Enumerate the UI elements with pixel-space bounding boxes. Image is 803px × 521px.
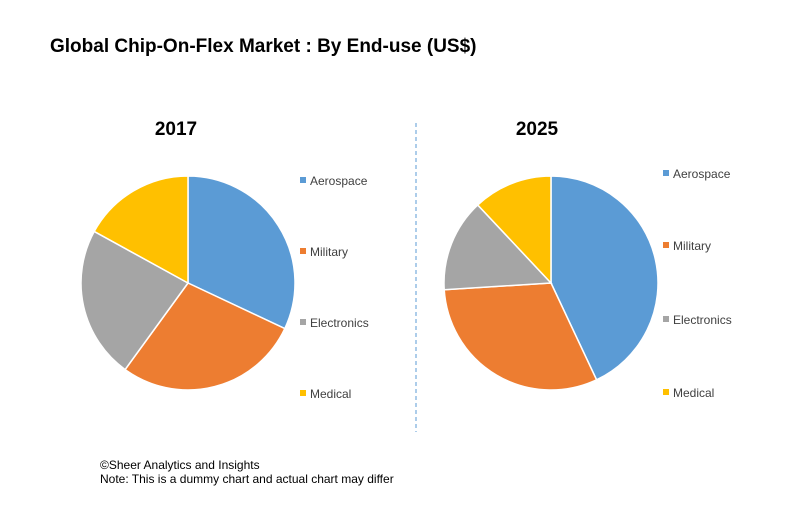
disclaimer-text: Note: This is a dummy chart and actual c…: [100, 472, 394, 486]
pie-title: 2017: [155, 119, 197, 140]
legend-label-electronics: Electronics: [310, 316, 369, 330]
legend-swatch-aerospace: [663, 170, 669, 176]
legend-swatch-electronics: [663, 316, 669, 322]
pie-slice-military: [124, 282, 286, 391]
legend-swatch-electronics: [300, 319, 306, 325]
pie-chart-2025: 2025 Aerospace Military Electronics Medical: [443, 119, 732, 400]
legend-label-military: Military: [673, 239, 711, 253]
legend-label-medical: Medical: [673, 386, 714, 400]
legend-swatch-medical: [300, 390, 306, 396]
pie-title: 2025: [516, 119, 559, 140]
copyright-text: ©Sheer Analytics and Insights: [100, 458, 260, 472]
legend-label-aerospace: Aerospace: [310, 174, 368, 188]
pie-slice-medical: [93, 175, 189, 285]
legend-label-electronics: Electronics: [673, 313, 732, 327]
footer: ©Sheer Analytics and Insights Note: This…: [100, 458, 394, 486]
pie-slice-electronics: [80, 230, 190, 371]
pie-slice-aerospace: [550, 175, 659, 381]
legend-swatch-military: [663, 242, 669, 248]
pie-slice-medical: [476, 175, 552, 285]
legend-label-aerospace: Aerospace: [673, 167, 731, 181]
pie-slice-electronics: [443, 203, 553, 291]
legend-label-military: Military: [310, 245, 348, 259]
legend-swatch-medical: [663, 389, 669, 395]
legend-label-medical: Medical: [310, 387, 351, 401]
pie-chart-2017: 2017 Aerospace Military Electronics Medical: [80, 119, 369, 401]
pie-slice-aerospace: [187, 175, 296, 330]
legend-swatch-aerospace: [300, 177, 306, 183]
legend-swatch-military: [300, 248, 306, 254]
pie-slice-military: [443, 282, 598, 391]
chart-title: Global Chip-On-Flex Market : By End-use …: [50, 36, 477, 57]
